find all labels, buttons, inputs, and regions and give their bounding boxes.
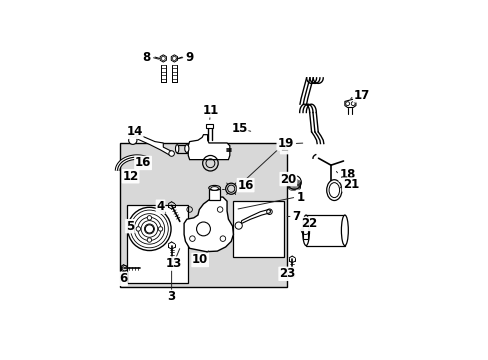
Circle shape — [145, 225, 153, 233]
Text: 4: 4 — [156, 200, 164, 213]
Bar — [208, 189, 220, 200]
Text: 7: 7 — [292, 210, 300, 223]
Text: 14: 14 — [126, 125, 142, 138]
Polygon shape — [241, 210, 270, 223]
Polygon shape — [171, 55, 177, 62]
Polygon shape — [305, 215, 344, 246]
Polygon shape — [183, 197, 233, 252]
Ellipse shape — [184, 145, 188, 152]
Circle shape — [131, 132, 136, 138]
Ellipse shape — [210, 186, 218, 190]
Polygon shape — [188, 135, 229, 159]
Text: 19: 19 — [277, 137, 293, 150]
Text: 16: 16 — [135, 157, 151, 170]
Polygon shape — [137, 135, 171, 156]
Text: 22: 22 — [301, 217, 317, 230]
Text: 8: 8 — [142, 50, 150, 64]
Ellipse shape — [341, 215, 347, 246]
Text: 17: 17 — [353, 89, 369, 102]
Text: 1: 1 — [296, 190, 304, 203]
Bar — [232, 201, 284, 257]
Text: 5: 5 — [125, 220, 134, 233]
Text: 9: 9 — [185, 50, 193, 64]
Bar — [120, 143, 286, 287]
Circle shape — [168, 151, 174, 156]
Text: 23: 23 — [279, 267, 295, 280]
Circle shape — [128, 136, 137, 144]
Text: 10: 10 — [192, 253, 208, 266]
Circle shape — [147, 238, 151, 242]
Circle shape — [136, 227, 140, 231]
Bar — [302, 222, 307, 239]
Polygon shape — [160, 55, 166, 62]
Text: 15: 15 — [231, 122, 247, 135]
Text: 13: 13 — [165, 257, 182, 270]
Text: 11: 11 — [202, 104, 218, 117]
Ellipse shape — [175, 145, 179, 153]
Ellipse shape — [328, 183, 339, 198]
Circle shape — [161, 57, 165, 60]
Bar — [206, 123, 213, 128]
Ellipse shape — [302, 215, 309, 246]
Ellipse shape — [208, 185, 220, 190]
Circle shape — [172, 57, 176, 60]
Text: 3: 3 — [167, 290, 175, 303]
Bar — [127, 205, 188, 283]
Text: 2: 2 — [280, 141, 288, 154]
Ellipse shape — [326, 180, 341, 201]
Text: 20: 20 — [280, 172, 296, 185]
Polygon shape — [344, 99, 355, 108]
Text: 18: 18 — [339, 168, 355, 181]
Circle shape — [147, 216, 151, 220]
Text: 21: 21 — [342, 178, 358, 191]
Circle shape — [158, 227, 163, 231]
Text: 16: 16 — [237, 179, 253, 192]
Text: 6: 6 — [119, 272, 127, 285]
Text: 12: 12 — [122, 170, 139, 183]
Circle shape — [127, 207, 171, 251]
